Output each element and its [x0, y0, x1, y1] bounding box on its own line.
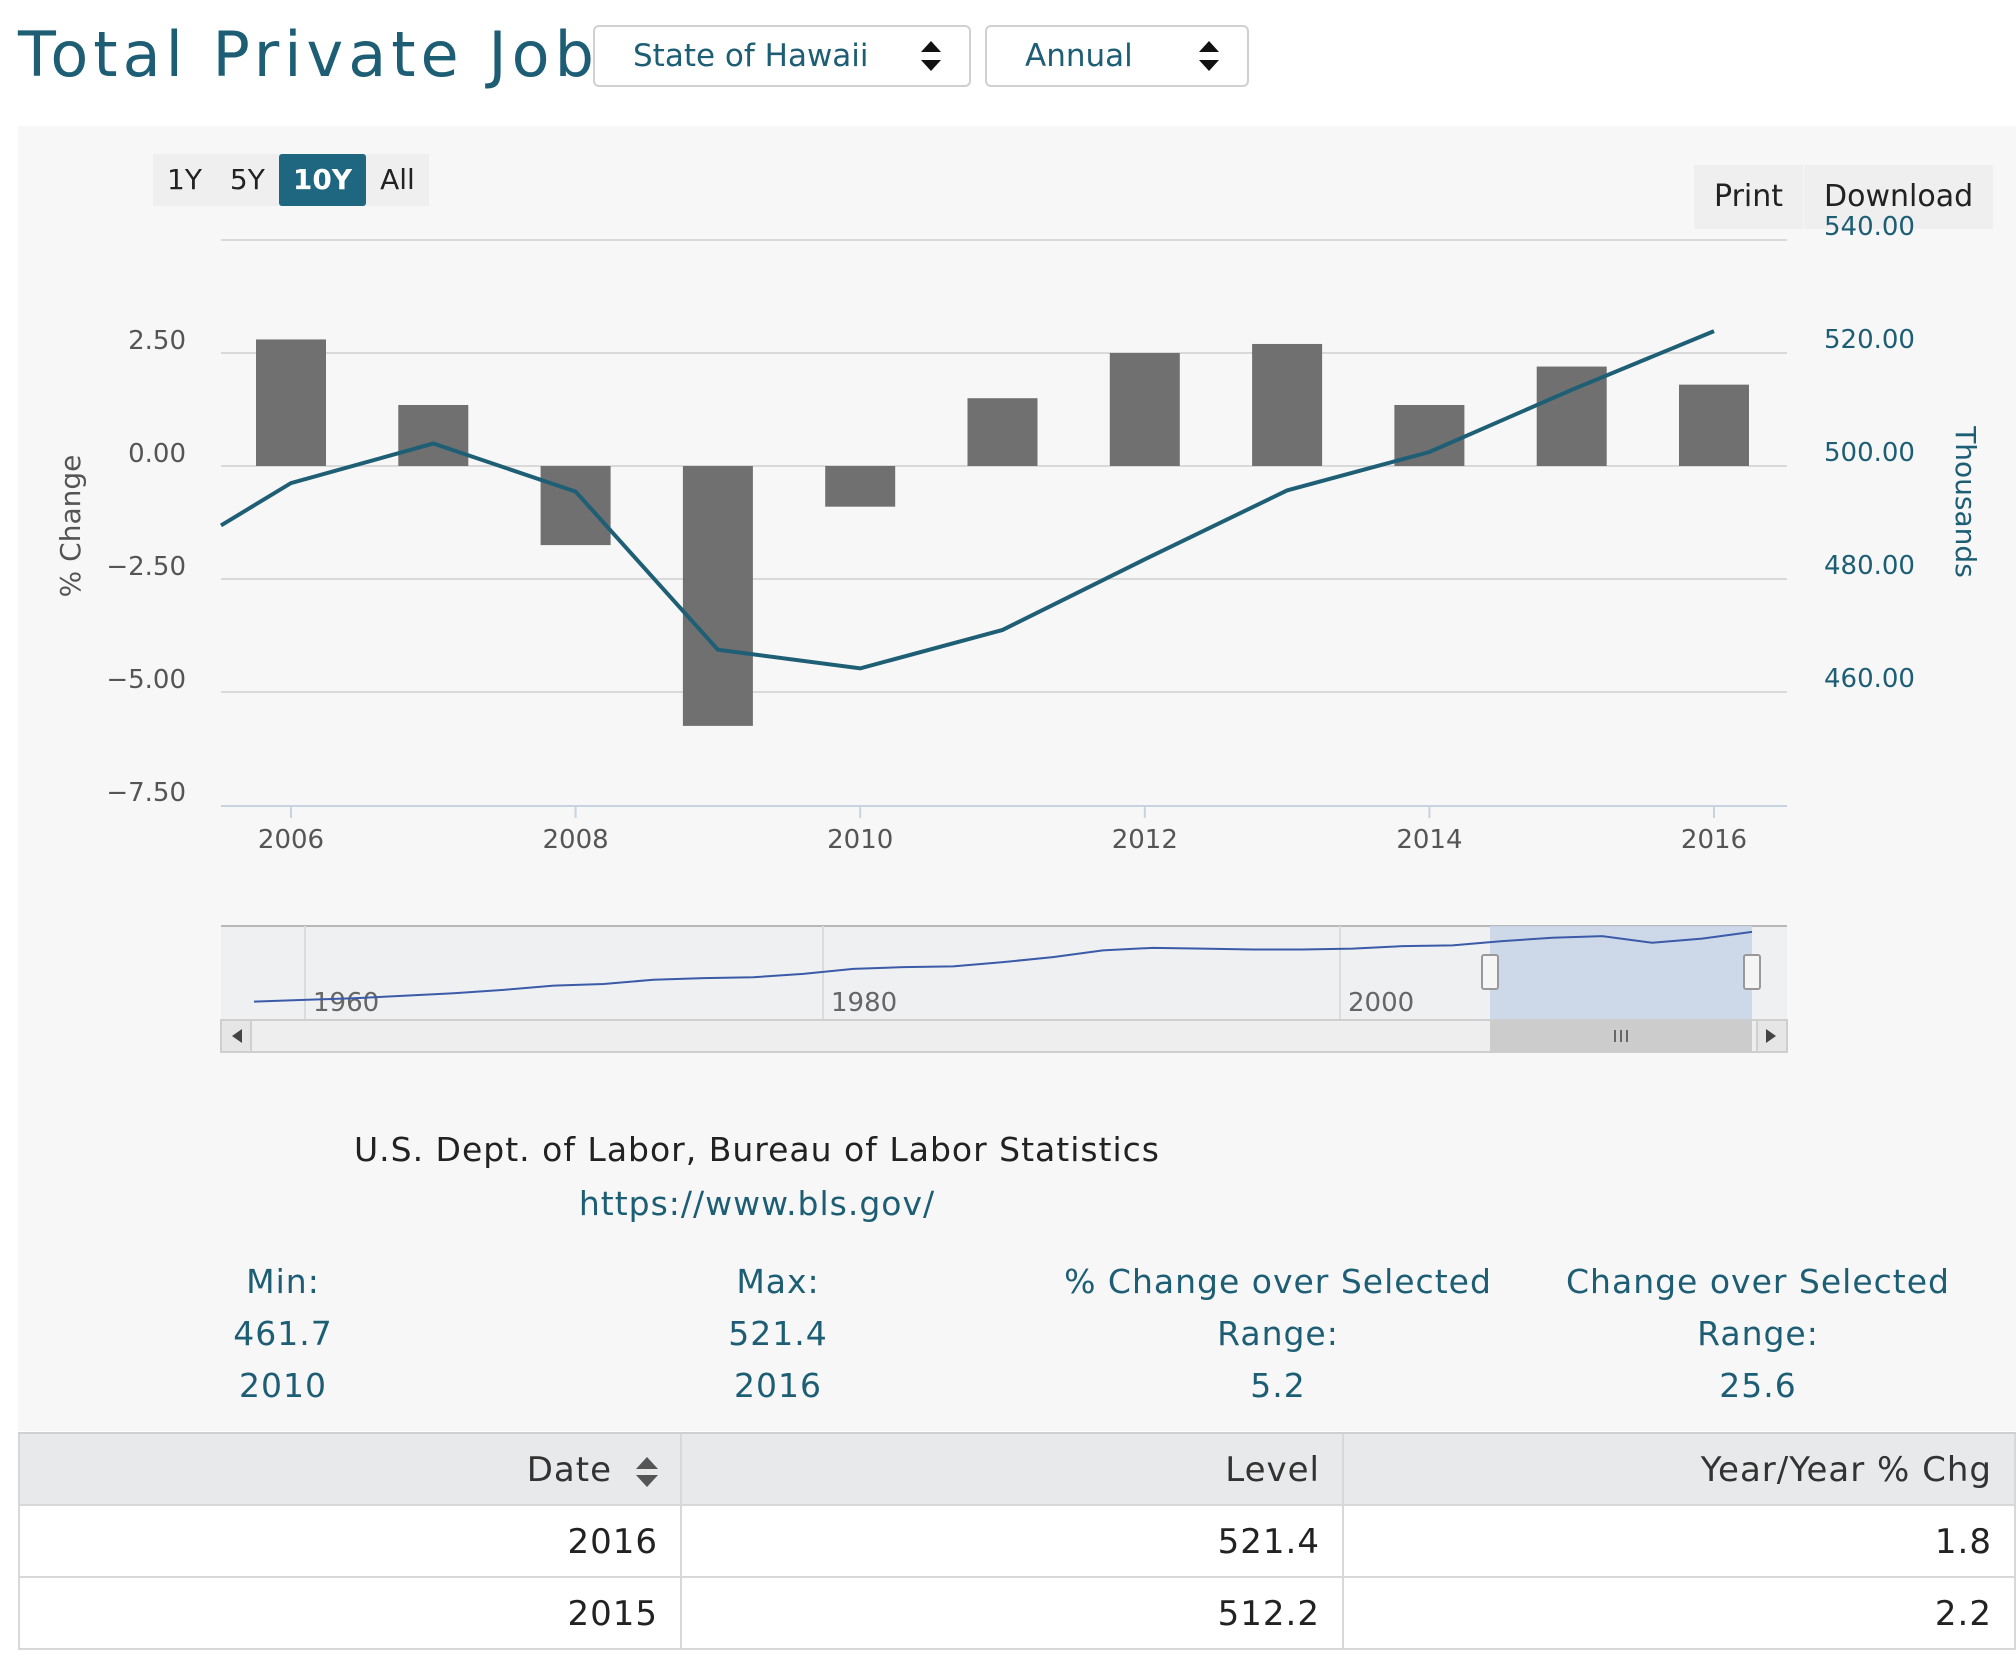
- navigator-selection: [1490, 926, 1752, 1020]
- bar: [1252, 343, 1323, 466]
- stat-min-year: 2010: [239, 1366, 327, 1405]
- left-axis-title: % Change: [54, 455, 87, 598]
- series-line: [219, 329, 1715, 671]
- range-button-1y[interactable]: 1Y: [167, 163, 202, 196]
- stat-max-value: 521.4: [728, 1314, 828, 1353]
- sort-arrows-icon: [1199, 41, 1219, 71]
- left-tick-label: 2.50: [128, 326, 186, 356]
- state-select-value: State of Hawaii: [633, 38, 869, 74]
- state-select[interactable]: State of Hawaii: [593, 25, 971, 87]
- stat-pct-label-2: Range:: [1217, 1314, 1339, 1353]
- stat-max-label: Max:: [736, 1262, 820, 1301]
- arrow-right-icon: [1766, 1029, 1776, 1043]
- right-tick-label: 520.00: [1824, 325, 1915, 355]
- right-tick-label: 500.00: [1824, 438, 1915, 468]
- x-tick-label: 2008: [543, 825, 609, 855]
- stat-min: Min: 461.7 2010: [178, 1256, 388, 1412]
- bar: [1536, 366, 1607, 466]
- stat-min-value: 461.7: [233, 1314, 333, 1353]
- navigator-handle: [1481, 954, 1499, 990]
- navigator-label: 2000: [1348, 988, 1414, 1018]
- date-cell: 2015: [18, 1578, 680, 1648]
- date-header[interactable]: Date: [18, 1434, 680, 1504]
- navigator-label: 1960: [313, 988, 379, 1018]
- bar: [540, 466, 611, 546]
- x-tick-label: 2010: [827, 825, 893, 855]
- change-header: Year/Year % Chg: [1342, 1434, 2016, 1504]
- left-tick-label: 0.00: [128, 439, 186, 469]
- left-tick-label: −2.50: [106, 552, 186, 582]
- stat-pct-change: % Change over Selected Range: 5.2: [1048, 1256, 1508, 1412]
- right-tick-label: 480.00: [1824, 551, 1915, 581]
- bar: [1394, 404, 1465, 466]
- page-title: Total Private Jobs: [18, 18, 637, 91]
- bar: [256, 339, 326, 466]
- stat-max: Max: 521.4 2016: [673, 1256, 883, 1412]
- x-tick-label: 2014: [1396, 825, 1462, 855]
- range-button-all[interactable]: All: [380, 163, 415, 196]
- table-header: Date Level Year/Year % Chg: [18, 1432, 2016, 1506]
- right-tick-label: 540.00: [1824, 212, 1915, 242]
- stat-change: Change over Selected Range: 25.6: [1508, 1256, 2008, 1412]
- chart: 2.50 0.00 −2.50 −5.00 −7.50 540.00 520.00 500.0…: [54, 212, 1982, 1053]
- stat-pct-value: 5.2: [1250, 1366, 1306, 1405]
- print-button[interactable]: Print: [1694, 165, 1804, 229]
- x-tick-label: 2012: [1112, 825, 1178, 855]
- source-name: U.S. Dept. of Labor, Bureau of Labor Sta…: [353, 1130, 1161, 1169]
- stat-min-label: Min:: [246, 1262, 320, 1301]
- source-link[interactable]: https://www.bls.gov/: [578, 1184, 936, 1223]
- sort-icon[interactable]: [636, 1456, 658, 1487]
- level-header: Level: [680, 1434, 1342, 1504]
- download-button[interactable]: Download: [1804, 165, 1994, 229]
- change-cell: 2.2: [1342, 1578, 2016, 1648]
- x-tick-label: 2006: [258, 825, 324, 855]
- range-selector: 1Y 5Y 10Y All: [153, 154, 429, 206]
- bar: [1109, 353, 1180, 466]
- bar: [967, 398, 1038, 466]
- stat-change-value: 25.6: [1719, 1366, 1797, 1405]
- period-select[interactable]: Annual: [985, 25, 1249, 87]
- level-cell: 521.4: [680, 1506, 1342, 1576]
- sort-arrows-icon: [921, 41, 941, 71]
- range-button-10y[interactable]: 10Y: [278, 154, 367, 206]
- range-button-5y[interactable]: 5Y: [229, 163, 265, 196]
- bar: [825, 466, 896, 507]
- date-header-label: Date: [526, 1450, 612, 1490]
- table-row: 2015 512.2 2.2: [18, 1578, 2016, 1650]
- x-tick-label: 2016: [1681, 825, 1747, 855]
- stat-pct-label: % Change over Selected: [1064, 1262, 1492, 1301]
- period-select-value: Annual: [1025, 38, 1133, 74]
- arrow-left-icon: [232, 1029, 242, 1043]
- change-cell: 1.8: [1342, 1506, 2016, 1576]
- date-cell: 2016: [18, 1506, 680, 1576]
- navigator-label: 1980: [831, 988, 897, 1018]
- table-row: 2016 521.4 1.8: [18, 1506, 2016, 1578]
- level-cell: 512.2: [680, 1578, 1342, 1648]
- navigator-line: [253, 930, 1753, 1003]
- stat-max-year: 2016: [734, 1366, 822, 1405]
- navigator-handle: [1743, 954, 1761, 990]
- data-table: Date Level Year/Year % Chg 2016 521.4 1.…: [18, 1432, 2016, 1650]
- bar: [682, 466, 753, 726]
- left-tick-label: −5.00: [106, 665, 186, 695]
- left-tick-label: −7.50: [106, 778, 186, 808]
- chart-panel: 1Y 5Y 10Y All Print Download 2.50 0.00 −2.…: [18, 126, 2016, 1431]
- bar: [1679, 384, 1749, 466]
- stat-change-label: Change over Selected Range:: [1566, 1262, 1950, 1353]
- right-tick-label: 460.00: [1824, 664, 1915, 694]
- bar: [398, 404, 469, 466]
- right-axis-title: Thousands: [1949, 425, 1982, 578]
